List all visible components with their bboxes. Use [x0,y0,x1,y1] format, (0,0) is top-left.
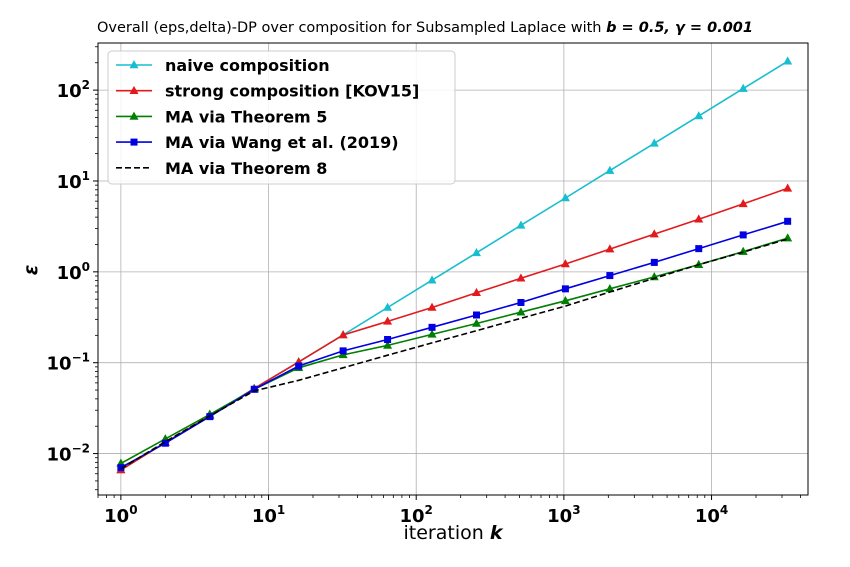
chart-title-params: b = 0.5, γ = 0.001 [606,20,753,36]
axis-ticks: 100 101 102 103 104 10−2 10−1 100 101 102 [47,46,801,527]
legend-label: strong composition [KOV15] [165,82,419,101]
legend-label: MA via Wang et al. (2019) [165,133,399,152]
data-point [471,318,482,327]
series-line [120,220,788,469]
data-point [649,138,659,147]
legend-marker [130,138,138,146]
data-point [339,347,347,355]
data-point [694,111,704,120]
data-point [471,287,482,296]
axes-frame [97,42,809,496]
legend: naive composition strong composition [KOV… [107,50,456,185]
x-tick-label: 104 [695,503,728,527]
data-point [383,340,393,349]
data-point [384,336,392,344]
data-point [784,217,792,225]
data-point [383,302,393,311]
data-point [738,83,748,92]
x-tick-label: 100 [104,503,137,527]
data-point [516,307,526,316]
data-point [471,247,482,257]
x-tick-label: 103 [547,503,580,527]
y-tick-label: 100 [57,260,90,284]
data-point [427,329,437,338]
data-point [427,302,437,311]
data-point [561,285,569,293]
x-tick-label: 102 [399,503,432,527]
legend-marker [129,111,139,120]
y-tick-label: 10−1 [47,351,90,375]
data-point [338,330,348,339]
series-layer [116,56,793,474]
data-point [428,323,436,331]
y-tick-label: 102 [57,78,90,102]
data-point [694,214,704,223]
data-point [383,316,393,325]
x-tick-label: 101 [252,503,285,527]
y-tick-label: 101 [57,169,90,193]
data-point [516,220,526,229]
data-point [516,273,526,282]
x-axis-label-var: k [489,522,503,544]
chart-title: Overall (eps,delta)-DP over composition … [97,20,753,36]
data-point [560,295,570,305]
data-point [695,245,703,253]
series-line [120,237,788,465]
data-point [606,272,614,280]
data-point [649,229,659,238]
data-point [517,298,525,306]
data-point [605,165,615,174]
legend-marker [129,85,139,94]
legend-label: MA via Theorem 8 [165,159,327,178]
data-point [295,362,303,370]
legend-box [107,50,456,185]
data-point [783,56,793,65]
data-point [560,193,570,202]
legend-label: MA via Theorem 5 [165,107,327,126]
data-point [472,311,480,319]
data-point [560,259,570,268]
data-point [427,275,437,284]
series-line [120,238,788,470]
legend-marker [129,60,139,69]
x-axis-label: iteration k [403,522,503,544]
y-axis-label: ε [20,264,42,276]
data-point [739,231,747,239]
legend-label: naive composition [165,56,330,75]
data-point [783,183,793,192]
data-point [250,385,258,393]
data-point [738,199,748,208]
data-point [650,258,658,266]
y-tick-label: 10−2 [47,442,90,466]
data-point [605,244,615,253]
